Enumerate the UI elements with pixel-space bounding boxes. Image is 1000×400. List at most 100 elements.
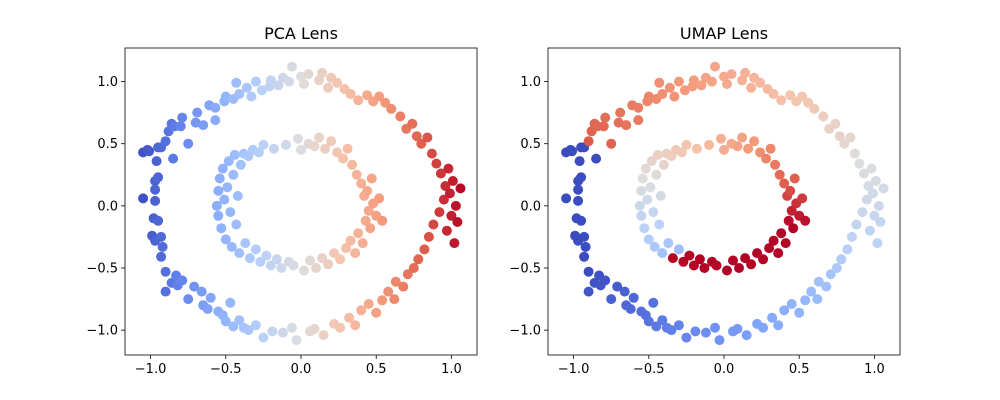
umap-lens-panel: UMAP Lens −1.0 −0.5 0.0 0.5 1.0 −1.0 −0.5 0.0 0.… <box>509 24 901 377</box>
pca-point <box>311 263 321 273</box>
umap-point <box>752 248 763 259</box>
pca-point <box>428 219 439 230</box>
umap-point <box>694 254 705 265</box>
umap-point <box>612 281 623 292</box>
umap-point <box>780 238 791 249</box>
umap-point <box>854 158 865 169</box>
umap-point <box>740 253 751 264</box>
pca-point <box>220 316 231 327</box>
pca-point <box>419 244 430 255</box>
pca-point <box>386 103 397 114</box>
pca-point <box>353 95 364 106</box>
umap-point <box>673 320 684 331</box>
umap-point <box>707 76 717 87</box>
umap-point <box>615 107 626 118</box>
umap-y-tick-label: 1.0 <box>520 75 541 90</box>
umap-point <box>783 215 794 226</box>
umap-point <box>606 294 617 305</box>
umap-point <box>649 241 660 252</box>
pca-point <box>347 159 358 170</box>
pca-point <box>345 235 356 246</box>
umap-point <box>869 210 880 221</box>
umap-point <box>722 79 732 89</box>
pca-point <box>450 200 461 211</box>
umap-point <box>776 95 787 106</box>
pca-x-tick-label: −1.0 <box>135 362 167 377</box>
pca-point <box>198 120 209 131</box>
pca-point <box>332 77 343 88</box>
pca-point <box>258 332 269 343</box>
umap-point <box>785 90 796 101</box>
pca-point <box>151 156 162 167</box>
umap-lens-title: UMAP Lens <box>680 24 768 43</box>
umap-point <box>642 194 653 205</box>
umap-point <box>740 67 751 78</box>
umap-point <box>803 97 814 108</box>
pca-y-tick-label: −0.5 <box>86 261 118 276</box>
pca-point <box>196 286 207 297</box>
pca-point <box>235 159 246 170</box>
pca-point <box>411 131 422 142</box>
umap-point <box>657 248 668 259</box>
umap-point <box>737 132 748 143</box>
umap-point <box>831 263 842 273</box>
umap-x-tick-label: 0.5 <box>789 362 810 377</box>
pca-point <box>434 207 445 218</box>
pca-point <box>452 217 463 227</box>
umap-point <box>600 112 611 123</box>
pca-point <box>153 215 164 226</box>
umap-point <box>684 250 695 261</box>
umap-point <box>648 297 659 308</box>
pca-point <box>183 294 194 305</box>
umap-point <box>699 263 710 273</box>
pca-y-tick-label: 0.0 <box>97 199 118 214</box>
umap-point <box>779 305 790 316</box>
pca-point <box>296 144 306 155</box>
pca-point <box>276 263 287 273</box>
umap-point <box>716 133 726 144</box>
umap-point <box>786 299 797 309</box>
pca-point <box>231 219 242 230</box>
pca-ticks: −1.0 −0.5 0.0 0.5 1.0 −1.0 −0.5 0.0 0.5 1.0 <box>86 75 461 377</box>
umap-point <box>673 76 684 87</box>
umap-point <box>773 248 784 259</box>
umap-point <box>878 183 889 194</box>
pca-point <box>335 322 346 333</box>
pca-point <box>363 205 374 216</box>
umap-point <box>755 147 766 158</box>
umap-x-tick-label: −1.0 <box>558 362 590 377</box>
umap-point <box>573 195 584 206</box>
pca-point <box>344 312 355 323</box>
pca-axes-frame <box>124 47 478 356</box>
umap-point <box>806 286 817 297</box>
pca-point <box>371 307 382 318</box>
umap-point <box>858 168 869 179</box>
pca-point <box>246 91 257 102</box>
pca-point <box>360 215 371 226</box>
pca-point <box>284 76 294 87</box>
umap-point <box>812 294 823 305</box>
pca-point <box>265 75 276 86</box>
umap-point <box>813 276 824 287</box>
pca-point <box>408 263 419 273</box>
umap-point <box>786 205 797 216</box>
umap-point <box>688 260 699 271</box>
umap-point <box>845 132 856 143</box>
pca-point <box>317 253 328 264</box>
umap-point <box>663 238 674 249</box>
umap-point <box>857 207 868 218</box>
pca-point <box>253 147 264 158</box>
umap-point <box>576 215 587 226</box>
pca-point <box>211 200 222 211</box>
pca-point <box>317 67 328 78</box>
umap-points <box>561 61 889 346</box>
pca-point <box>216 223 227 234</box>
pca-point <box>444 188 455 199</box>
pca-point <box>345 89 356 99</box>
pca-point <box>438 194 449 205</box>
pca-point <box>377 215 388 226</box>
pca-point <box>362 185 373 196</box>
pca-point <box>210 102 221 113</box>
pca-x-tick-label: −0.5 <box>210 362 242 377</box>
pca-point <box>267 326 278 337</box>
